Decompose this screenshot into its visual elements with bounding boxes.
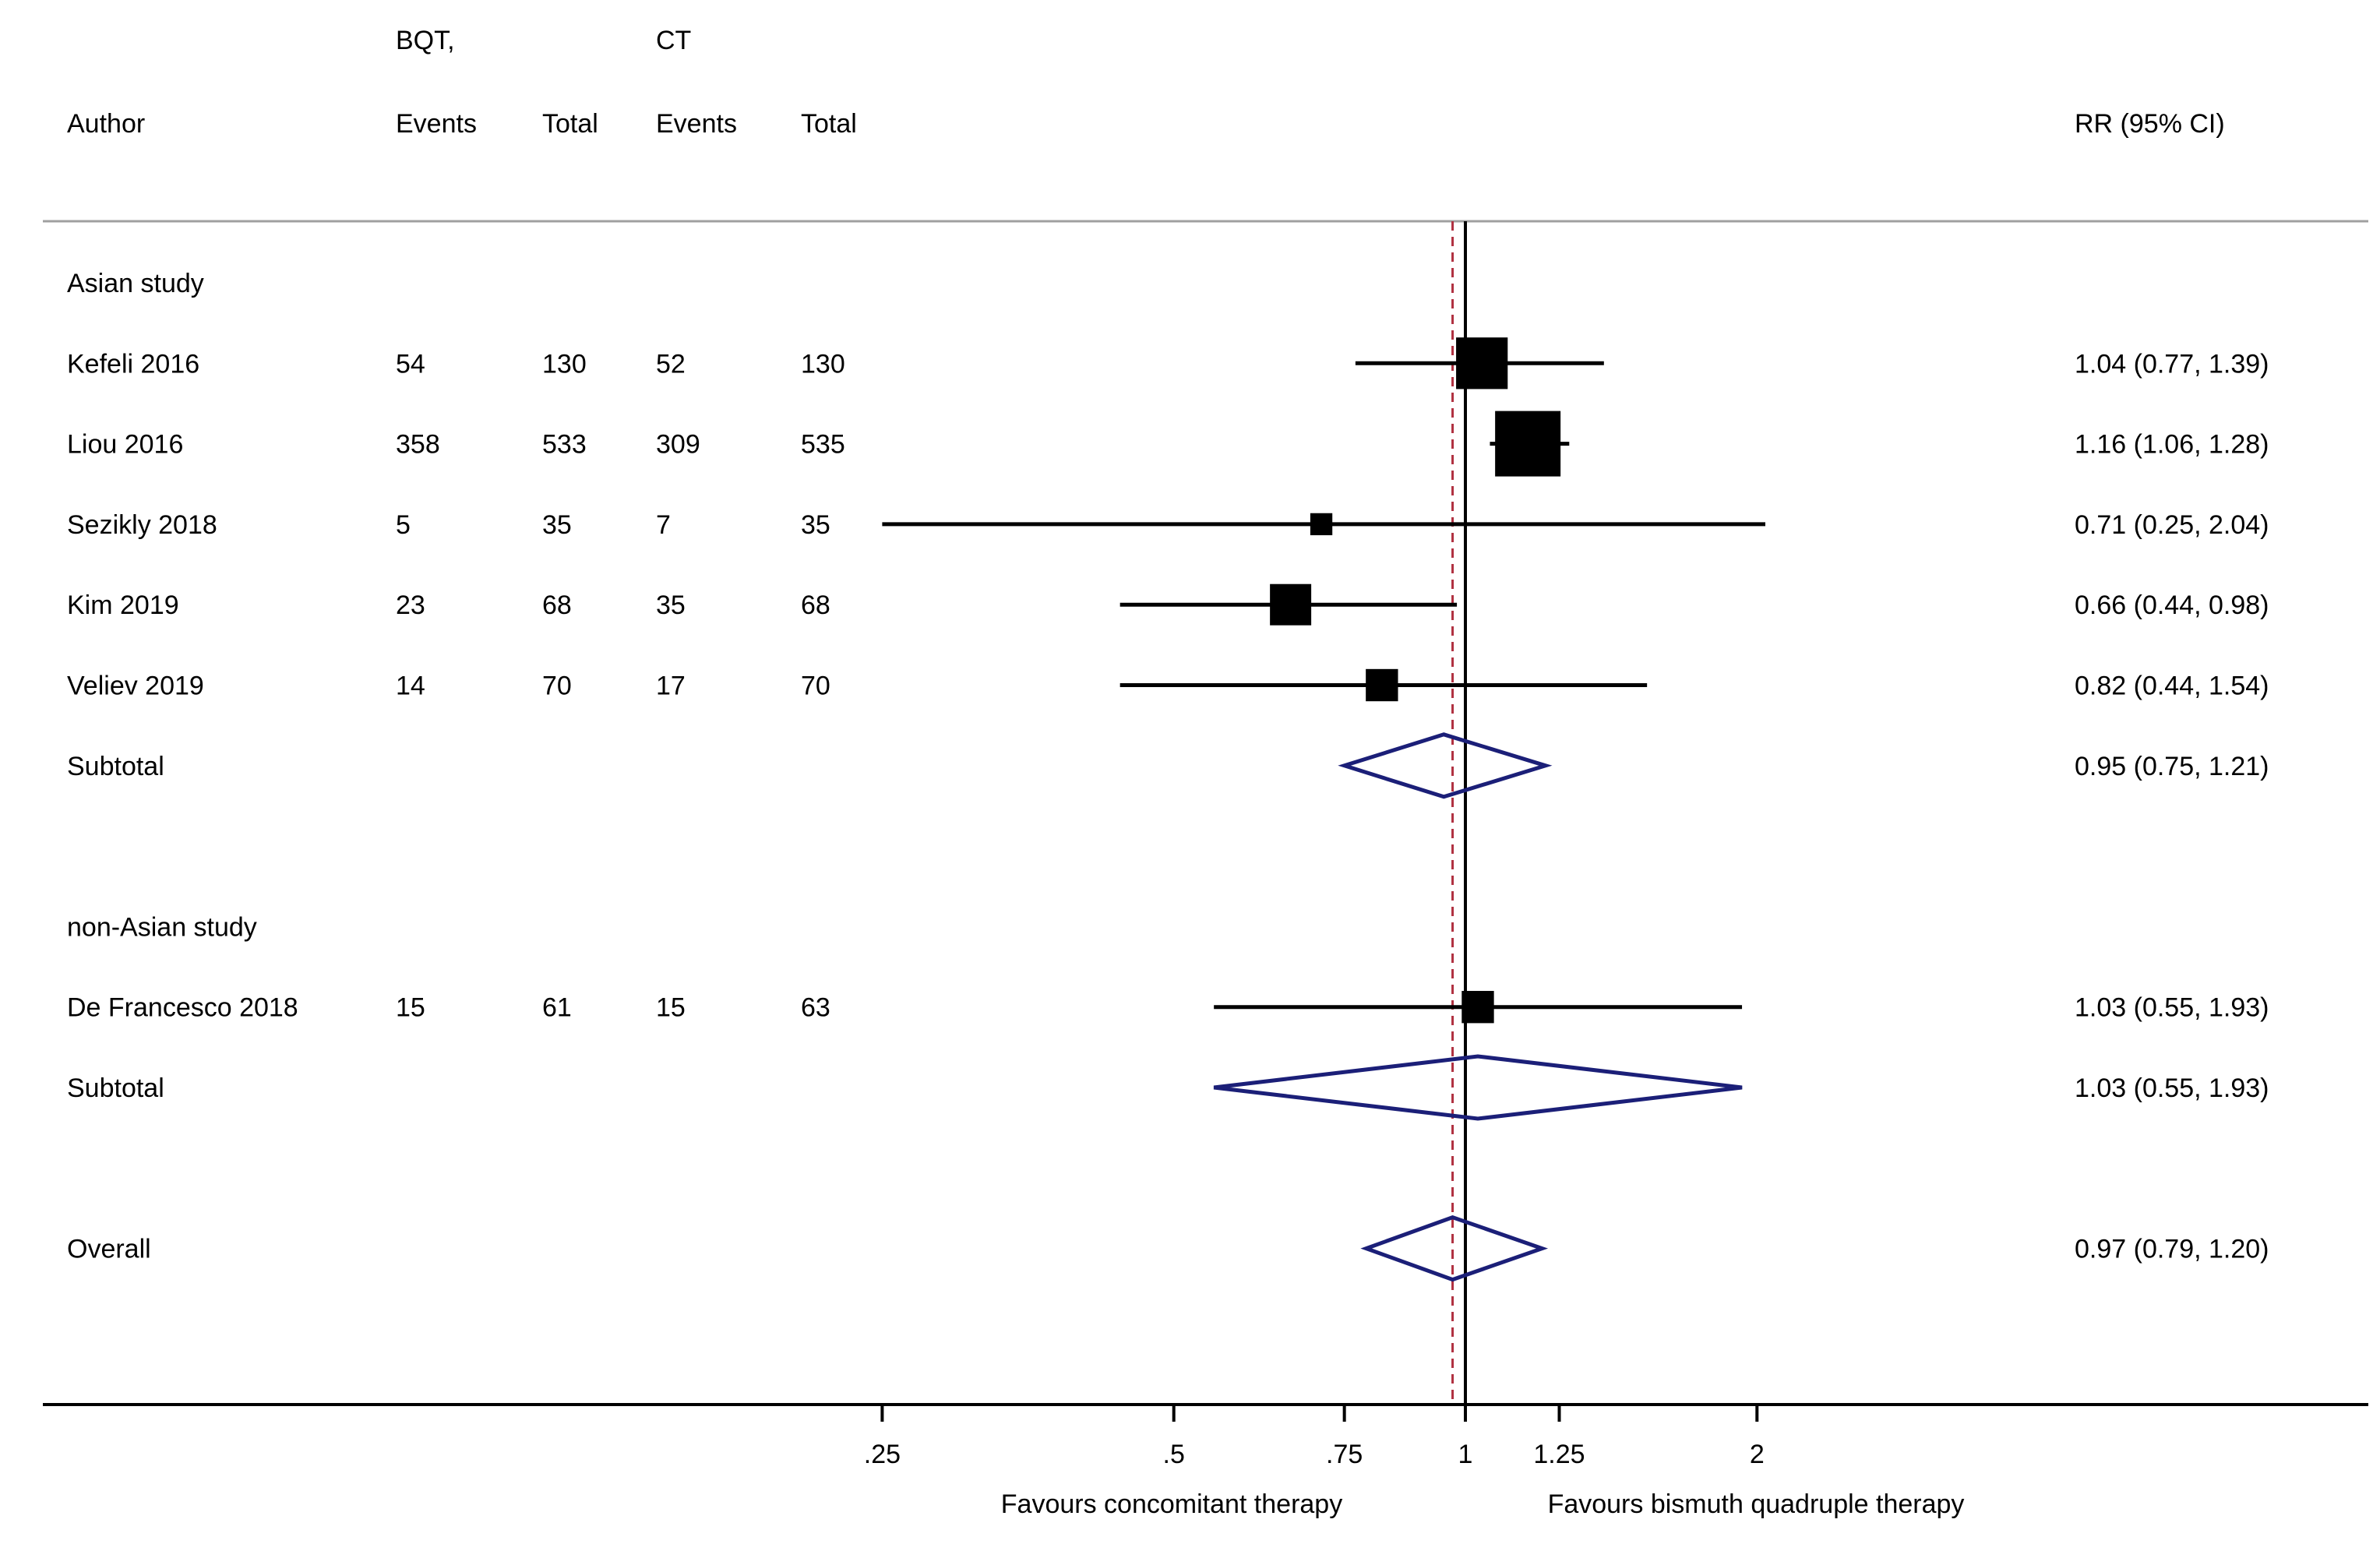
rr-ci-value: 0.95 (0.75, 1.21)	[2075, 752, 2269, 781]
x-tick-label: .5	[1163, 1440, 1185, 1469]
ct-events-cell: 35	[656, 590, 686, 620]
header-events1: Events	[396, 109, 477, 139]
group-label: Asian study	[67, 269, 204, 298]
rr-ci-value: 0.82 (0.44, 1.54)	[2075, 672, 2269, 701]
x-label-left: Favours concomitant therapy	[1001, 1489, 1342, 1519]
row-label: Sezikly 2018	[67, 510, 217, 540]
row-label: Subtotal	[67, 1073, 164, 1103]
bqt-total-cell: 70	[542, 672, 572, 701]
rr-ci-value: 1.16 (1.06, 1.28)	[2075, 430, 2269, 460]
effect-box	[1495, 411, 1561, 477]
header-events2: Events	[656, 109, 737, 139]
ct-events-cell: 17	[656, 672, 686, 701]
subtotal-diamond	[1338, 732, 1553, 799]
ct-total-cell: 68	[801, 590, 830, 620]
effect-box	[1310, 513, 1333, 536]
header-effect: RR (95% CI)	[2075, 109, 2225, 139]
subtotal-diamond	[1213, 1054, 1743, 1121]
rr-ci-value: 0.71 (0.25, 2.04)	[2075, 510, 2269, 540]
x-tick-label: .75	[1326, 1440, 1363, 1469]
rr-ci-value: 0.97 (0.79, 1.20)	[2075, 1235, 2269, 1264]
x-tick-label: 2	[1750, 1440, 1765, 1469]
effect-box	[1461, 991, 1494, 1024]
ct-total-cell: 70	[801, 672, 830, 701]
bqt-events-cell: 23	[396, 590, 425, 620]
ct-total-cell: 35	[801, 510, 830, 540]
row-label: Veliev 2019	[67, 672, 204, 701]
effect-box	[1366, 668, 1398, 702]
row-label: Subtotal	[67, 752, 164, 781]
header-total1: Total	[542, 109, 598, 139]
ct-events-cell: 15	[656, 993, 686, 1023]
bqt-events-cell: 5	[396, 510, 411, 540]
ct-total-cell: 130	[801, 349, 845, 379]
row-label: Kefeli 2016	[67, 349, 199, 379]
group-label: non-Asian study	[67, 912, 257, 942]
x-tick-label: .25	[864, 1440, 901, 1469]
bqt-total-cell: 130	[542, 349, 587, 379]
row-label: Kim 2019	[67, 590, 179, 620]
header-total2: Total	[801, 109, 857, 139]
ct-total-cell: 535	[801, 430, 845, 460]
ct-total-cell: 63	[801, 993, 830, 1023]
x-tick-label: 1.25	[1533, 1440, 1585, 1469]
header-group1: BQT,	[396, 26, 455, 55]
x-label-right: Favours bismuth quadruple therapy	[1548, 1489, 1965, 1519]
bqt-events-cell: 14	[396, 672, 425, 701]
rr-ci-value: 1.04 (0.77, 1.39)	[2075, 349, 2269, 379]
effect-box	[1270, 583, 1312, 626]
row-label: Overall	[67, 1235, 151, 1264]
bqt-total-cell: 61	[542, 993, 572, 1023]
rr-ci-value: 1.03 (0.55, 1.93)	[2075, 993, 2269, 1023]
header-group2: CT	[656, 26, 691, 55]
bqt-events-cell: 54	[396, 349, 425, 379]
overall-diamond	[1360, 1214, 1549, 1282]
rr-ci-value: 0.66 (0.44, 0.98)	[2075, 590, 2269, 620]
header-author: Author	[67, 109, 145, 139]
ct-events-cell: 309	[656, 430, 700, 460]
row-label: De Francesco 2018	[67, 993, 298, 1023]
bqt-events-cell: 358	[396, 430, 440, 460]
bqt-total-cell: 68	[542, 590, 572, 620]
effect-box	[1456, 337, 1508, 390]
x-tick-label: 1	[1458, 1440, 1473, 1469]
bqt-total-cell: 533	[542, 430, 587, 460]
ct-events-cell: 52	[656, 349, 686, 379]
bqt-total-cell: 35	[542, 510, 572, 540]
bqt-events-cell: 15	[396, 993, 425, 1023]
row-label: Liou 2016	[67, 430, 183, 460]
ct-events-cell: 7	[656, 510, 671, 540]
rr-ci-value: 1.03 (0.55, 1.93)	[2075, 1073, 2269, 1103]
